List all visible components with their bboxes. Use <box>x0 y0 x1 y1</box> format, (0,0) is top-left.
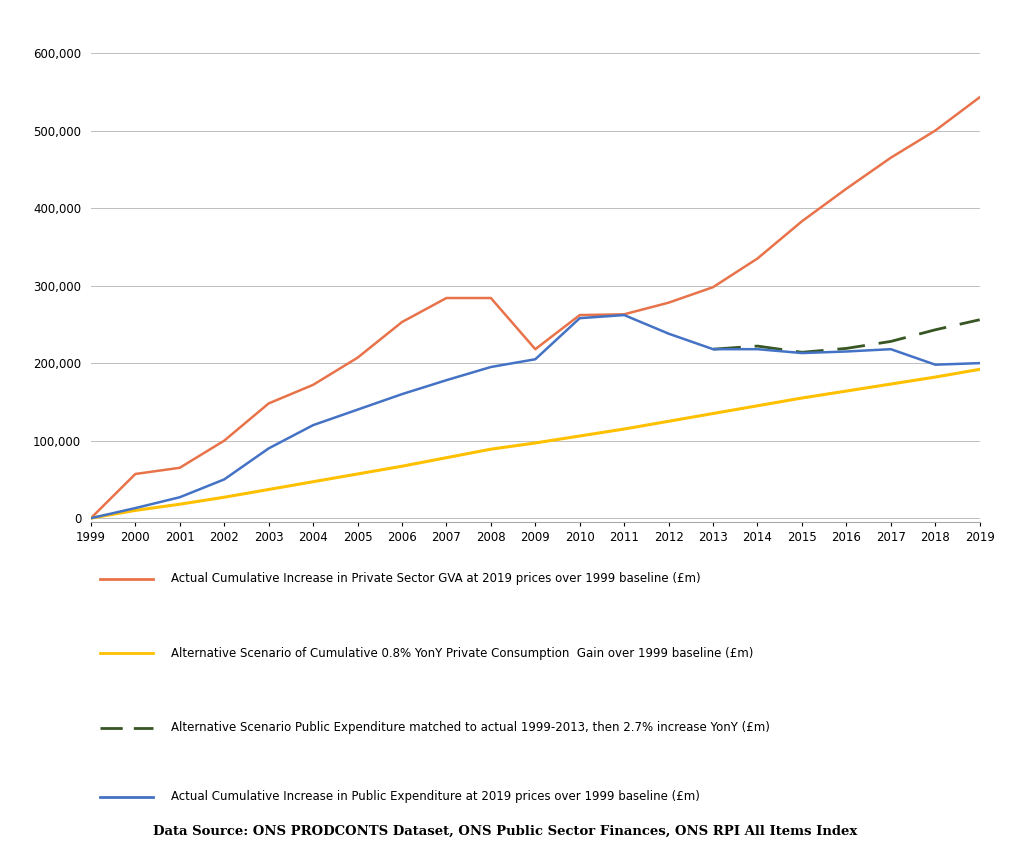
Actual Cumulative Increase in Public Expenditure at 2019 prices over 1999 baseline (£m) <box>707 344 719 354</box>
Alternative Scenario of Cumulative 0.8% YonY Private Consumption  Gain over 1999 baseline (£m) <box>663 416 675 426</box>
Alternative Scenario Public Expenditure matched to actual 1999-2013, then 2.7% increase YonY (£m) <box>796 347 808 357</box>
Line: Actual Cumulative Increase in Private Sector GVA at 2019 prices over 1999 baseline (£m): Actual Cumulative Increase in Private Se… <box>91 97 980 518</box>
Alternative Scenario of Cumulative 0.8% YonY Private Consumption  Gain over 1999 baseline (£m) <box>618 424 630 434</box>
Actual Cumulative Increase in Public Expenditure at 2019 prices over 1999 baseline (£m) <box>796 348 808 358</box>
Alternative Scenario of Cumulative 0.8% YonY Private Consumption  Gain over 1999 baseline (£m) <box>174 499 186 509</box>
Alternative Scenario of Cumulative 0.8% YonY Private Consumption  Gain over 1999 baseline (£m) <box>751 401 764 411</box>
Text: Actual Cumulative Increase in Private Sector GVA at 2019 prices over 1999 baseli: Actual Cumulative Increase in Private Se… <box>171 573 701 585</box>
Actual Cumulative Increase in Public Expenditure at 2019 prices over 1999 baseline (£m) <box>263 444 275 454</box>
Alternative Scenario of Cumulative 0.8% YonY Private Consumption  Gain over 1999 baseline (£m) <box>974 365 986 375</box>
Alternative Scenario Public Expenditure matched to actual 1999-2013, then 2.7% increase YonY (£m) <box>707 344 719 354</box>
Alternative Scenario of Cumulative 0.8% YonY Private Consumption  Gain over 1999 baseline (£m) <box>796 393 808 403</box>
Alternative Scenario of Cumulative 0.8% YonY Private Consumption  Gain over 1999 baseline (£m) <box>396 461 408 472</box>
Actual Cumulative Increase in Public Expenditure at 2019 prices over 1999 baseline (£m) <box>307 420 319 430</box>
Actual Cumulative Increase in Private Sector GVA at 2019 prices over 1999 baseline (£m) <box>618 309 630 319</box>
Text: Actual Cumulative Increase in Public Expenditure at 2019 prices over 1999 baseli: Actual Cumulative Increase in Public Exp… <box>171 790 700 803</box>
Actual Cumulative Increase in Private Sector GVA at 2019 prices over 1999 baseline (£m) <box>85 513 97 523</box>
Alternative Scenario of Cumulative 0.8% YonY Private Consumption  Gain over 1999 baseline (£m) <box>129 505 141 515</box>
Actual Cumulative Increase in Private Sector GVA at 2019 prices over 1999 baseline (£m) <box>885 152 897 163</box>
Actual Cumulative Increase in Private Sector GVA at 2019 prices over 1999 baseline (£m) <box>263 398 275 408</box>
Alternative Scenario of Cumulative 0.8% YonY Private Consumption  Gain over 1999 baseline (£m) <box>885 379 897 389</box>
Text: Alternative Scenario of Cumulative 0.8% YonY Private Consumption  Gain over 1999: Alternative Scenario of Cumulative 0.8% … <box>171 647 753 660</box>
Alternative Scenario of Cumulative 0.8% YonY Private Consumption  Gain over 1999 baseline (£m) <box>440 453 452 463</box>
Line: Alternative Scenario Public Expenditure matched to actual 1999-2013, then 2.7% increase YonY (£m): Alternative Scenario Public Expenditure … <box>713 320 980 352</box>
Actual Cumulative Increase in Private Sector GVA at 2019 prices over 1999 baseline (£m) <box>707 282 719 292</box>
Actual Cumulative Increase in Private Sector GVA at 2019 prices over 1999 baseline (£m) <box>840 184 852 194</box>
Actual Cumulative Increase in Public Expenditure at 2019 prices over 1999 baseline (£m) <box>85 513 97 523</box>
Line: Actual Cumulative Increase in Public Expenditure at 2019 prices over 1999 baseline (£m): Actual Cumulative Increase in Public Exp… <box>91 315 980 518</box>
Actual Cumulative Increase in Public Expenditure at 2019 prices over 1999 baseline (£m) <box>974 358 986 368</box>
Line: Alternative Scenario of Cumulative 0.8% YonY Private Consumption  Gain over 1999 baseline (£m): Alternative Scenario of Cumulative 0.8% … <box>91 370 980 518</box>
Alternative Scenario of Cumulative 0.8% YonY Private Consumption  Gain over 1999 baseline (£m) <box>840 386 852 396</box>
Actual Cumulative Increase in Public Expenditure at 2019 prices over 1999 baseline (£m) <box>174 493 186 503</box>
Actual Cumulative Increase in Private Sector GVA at 2019 prices over 1999 baseline (£m) <box>751 253 764 264</box>
Alternative Scenario Public Expenditure matched to actual 1999-2013, then 2.7% increase YonY (£m) <box>974 315 986 325</box>
Actual Cumulative Increase in Public Expenditure at 2019 prices over 1999 baseline (£m) <box>840 346 852 356</box>
Alternative Scenario of Cumulative 0.8% YonY Private Consumption  Gain over 1999 baseline (£m) <box>707 408 719 418</box>
Actual Cumulative Increase in Private Sector GVA at 2019 prices over 1999 baseline (£m) <box>974 92 986 102</box>
Actual Cumulative Increase in Public Expenditure at 2019 prices over 1999 baseline (£m) <box>618 310 630 320</box>
Actual Cumulative Increase in Public Expenditure at 2019 prices over 1999 baseline (£m) <box>574 313 586 323</box>
Actual Cumulative Increase in Public Expenditure at 2019 prices over 1999 baseline (£m) <box>440 376 452 386</box>
Actual Cumulative Increase in Public Expenditure at 2019 prices over 1999 baseline (£m) <box>663 328 675 338</box>
Alternative Scenario of Cumulative 0.8% YonY Private Consumption  Gain over 1999 baseline (£m) <box>218 493 230 503</box>
Actual Cumulative Increase in Private Sector GVA at 2019 prices over 1999 baseline (£m) <box>440 293 452 303</box>
Actual Cumulative Increase in Public Expenditure at 2019 prices over 1999 baseline (£m) <box>929 360 941 370</box>
Alternative Scenario of Cumulative 0.8% YonY Private Consumption  Gain over 1999 baseline (£m) <box>307 477 319 487</box>
Actual Cumulative Increase in Public Expenditure at 2019 prices over 1999 baseline (£m) <box>751 344 764 354</box>
Actual Cumulative Increase in Private Sector GVA at 2019 prices over 1999 baseline (£m) <box>307 380 319 390</box>
Alternative Scenario of Cumulative 0.8% YonY Private Consumption  Gain over 1999 baseline (£m) <box>85 513 97 523</box>
Alternative Scenario of Cumulative 0.8% YonY Private Consumption  Gain over 1999 baseline (£m) <box>529 438 541 448</box>
Alternative Scenario Public Expenditure matched to actual 1999-2013, then 2.7% increase YonY (£m) <box>751 341 764 351</box>
Actual Cumulative Increase in Public Expenditure at 2019 prices over 1999 baseline (£m) <box>218 474 230 484</box>
Actual Cumulative Increase in Private Sector GVA at 2019 prices over 1999 baseline (£m) <box>663 297 675 307</box>
Actual Cumulative Increase in Private Sector GVA at 2019 prices over 1999 baseline (£m) <box>574 310 586 320</box>
Actual Cumulative Increase in Public Expenditure at 2019 prices over 1999 baseline (£m) <box>529 354 541 365</box>
Actual Cumulative Increase in Public Expenditure at 2019 prices over 1999 baseline (£m) <box>396 389 408 399</box>
Alternative Scenario Public Expenditure matched to actual 1999-2013, then 2.7% increase YonY (£m) <box>885 336 897 346</box>
Text: Data Source: ONS PRODCONTS Dataset, ONS Public Sector Finances, ONS RPI All Item: Data Source: ONS PRODCONTS Dataset, ONS … <box>153 825 857 838</box>
Text: Alternative Scenario Public Expenditure matched to actual 1999-2013, then 2.7% i: Alternative Scenario Public Expenditure … <box>171 722 770 734</box>
Alternative Scenario Public Expenditure matched to actual 1999-2013, then 2.7% increase YonY (£m) <box>929 325 941 335</box>
Alternative Scenario of Cumulative 0.8% YonY Private Consumption  Gain over 1999 baseline (£m) <box>485 444 497 454</box>
Alternative Scenario of Cumulative 0.8% YonY Private Consumption  Gain over 1999 baseline (£m) <box>351 469 364 479</box>
Actual Cumulative Increase in Public Expenditure at 2019 prices over 1999 baseline (£m) <box>485 362 497 372</box>
Actual Cumulative Increase in Private Sector GVA at 2019 prices over 1999 baseline (£m) <box>529 344 541 354</box>
Actual Cumulative Increase in Public Expenditure at 2019 prices over 1999 baseline (£m) <box>885 344 897 354</box>
Alternative Scenario Public Expenditure matched to actual 1999-2013, then 2.7% increase YonY (£m) <box>840 344 852 354</box>
Actual Cumulative Increase in Private Sector GVA at 2019 prices over 1999 baseline (£m) <box>129 469 141 479</box>
Actual Cumulative Increase in Private Sector GVA at 2019 prices over 1999 baseline (£m) <box>174 463 186 473</box>
Actual Cumulative Increase in Public Expenditure at 2019 prices over 1999 baseline (£m) <box>351 405 364 415</box>
Actual Cumulative Increase in Public Expenditure at 2019 prices over 1999 baseline (£m) <box>129 503 141 513</box>
Alternative Scenario of Cumulative 0.8% YonY Private Consumption  Gain over 1999 baseline (£m) <box>929 372 941 382</box>
Actual Cumulative Increase in Private Sector GVA at 2019 prices over 1999 baseline (£m) <box>485 293 497 303</box>
Actual Cumulative Increase in Private Sector GVA at 2019 prices over 1999 baseline (£m) <box>396 317 408 327</box>
Actual Cumulative Increase in Private Sector GVA at 2019 prices over 1999 baseline (£m) <box>218 435 230 445</box>
Actual Cumulative Increase in Private Sector GVA at 2019 prices over 1999 baseline (£m) <box>351 353 364 363</box>
Actual Cumulative Increase in Private Sector GVA at 2019 prices over 1999 baseline (£m) <box>796 216 808 226</box>
Actual Cumulative Increase in Private Sector GVA at 2019 prices over 1999 baseline (£m) <box>929 125 941 136</box>
Alternative Scenario of Cumulative 0.8% YonY Private Consumption  Gain over 1999 baseline (£m) <box>574 431 586 441</box>
Alternative Scenario of Cumulative 0.8% YonY Private Consumption  Gain over 1999 baseline (£m) <box>263 484 275 494</box>
